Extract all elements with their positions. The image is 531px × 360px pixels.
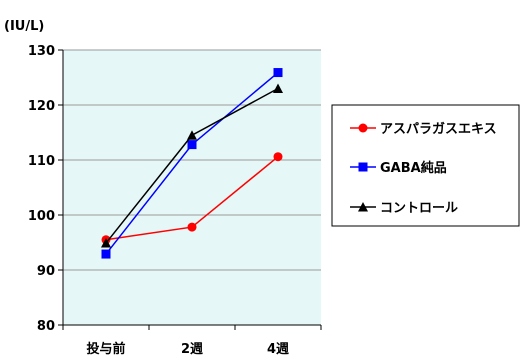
gridlines [63, 49, 321, 271]
legend-label: アスパラガスエキス [380, 122, 497, 137]
data-point [187, 130, 197, 140]
data-point [273, 68, 283, 78]
data-point [273, 152, 283, 162]
x-tick-label: 2週 [181, 342, 203, 357]
x-tick-label: 投与前 [86, 341, 125, 357]
data-point [273, 83, 283, 93]
y-tick-label: 120 [28, 99, 55, 114]
x-axis-ticks: 投与前 2週 4週 [62, 325, 322, 357]
y-tick-label: 80 [37, 319, 55, 334]
data-point [187, 222, 197, 232]
y-axis-ticks: 80 90 100 110 120 130 [28, 44, 63, 334]
legend-marker [358, 162, 368, 172]
legend-marker [358, 123, 368, 133]
y-tick-label: 90 [37, 264, 55, 279]
legend-label: コントロール [380, 201, 458, 216]
plot-area-background [63, 50, 321, 325]
legend-item: アスパラガスエキス [350, 122, 497, 137]
y-tick-label: 110 [28, 154, 55, 169]
legend-label: GABA純品 [380, 160, 447, 176]
legend-item: コントロール [350, 201, 458, 216]
data-point [101, 249, 111, 259]
series-1 [101, 68, 283, 259]
series-group [101, 68, 283, 259]
y-axis-unit-label: (IU/L) [4, 19, 44, 34]
legend-item: GABA純品 [350, 160, 447, 176]
data-point [187, 140, 197, 150]
legend-marker [358, 202, 368, 212]
x-tick-label: 4週 [267, 342, 289, 357]
data-point [101, 238, 111, 248]
series-2 [101, 83, 283, 248]
y-tick-label: 100 [28, 209, 55, 224]
y-tick-label: 130 [28, 44, 55, 59]
